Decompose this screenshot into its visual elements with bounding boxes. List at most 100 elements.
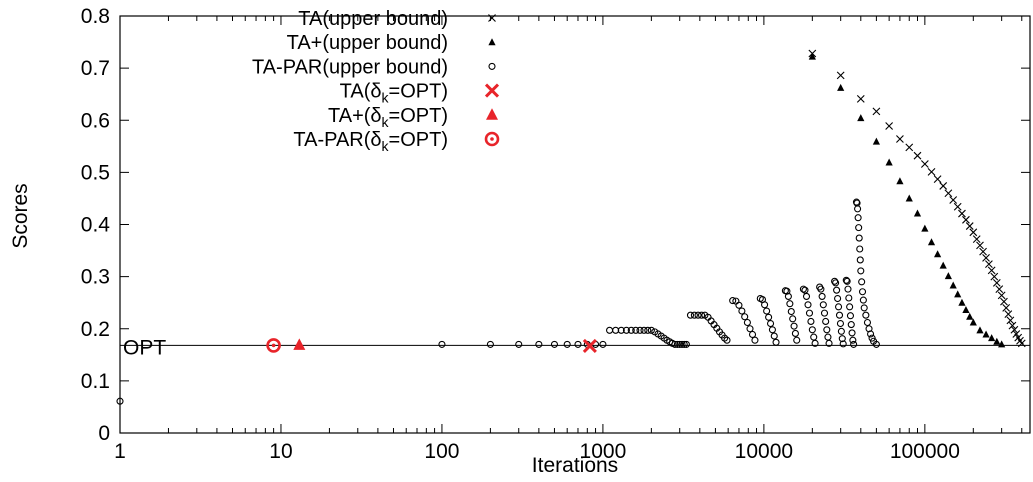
data-point [486, 340, 494, 348]
y-tick-label: 0.2 [81, 318, 110, 341]
data-point [958, 209, 966, 218]
legend-marker [488, 62, 496, 70]
data-point [647, 326, 655, 334]
data-point [993, 337, 1001, 345]
data-point [680, 340, 688, 348]
data-point [905, 143, 914, 152]
data-point [944, 189, 953, 198]
data-point [966, 312, 974, 320]
data-point [810, 333, 818, 341]
data-point [765, 313, 773, 321]
y-tick-label: 0.5 [81, 161, 110, 184]
data-point [766, 319, 775, 328]
legend: TA(upper bound)TA+(upper bound)TA-PAR(up… [252, 8, 500, 154]
data-point [855, 224, 863, 232]
data-point [837, 83, 845, 91]
data-point [535, 340, 543, 348]
x-tick-label: 1000 [580, 440, 627, 463]
data-point [599, 340, 607, 348]
data-point [854, 214, 862, 222]
data-point [856, 245, 864, 253]
data-point [920, 160, 929, 168]
data-point [822, 317, 830, 326]
data-point [885, 158, 893, 166]
data-point [799, 285, 807, 293]
data-point [985, 260, 993, 269]
data-point [807, 317, 815, 326]
x-tick-label: 10000 [735, 440, 793, 463]
data-point [644, 326, 652, 334]
data-point [116, 397, 124, 405]
data-point [819, 301, 827, 309]
data-point [738, 307, 746, 315]
data-point [1012, 330, 1021, 338]
data-point [949, 196, 958, 204]
axis-ticks: 0 0.1 0.2 0.3 0.4 0.5 0.6 0.7 0.8 1 10 100 1000 10000… [81, 5, 1030, 463]
data-point [772, 338, 780, 346]
data-point [976, 241, 984, 250]
data-point [823, 326, 831, 334]
x-tick-label: 10 [269, 440, 292, 463]
legend-marker [484, 131, 500, 147]
data-point [972, 235, 981, 243]
data-point [673, 340, 681, 348]
data-point [850, 340, 858, 348]
data-point [266, 338, 281, 353]
legend-marker [488, 38, 496, 46]
data-point [939, 182, 948, 190]
data-point [846, 303, 854, 311]
data-point [913, 209, 922, 217]
data-point [770, 332, 778, 340]
data-point [939, 261, 947, 269]
legend-label: TA+(upper bound) [287, 32, 448, 54]
data-point [836, 71, 845, 80]
data-point [872, 137, 880, 145]
series-0 [808, 49, 1026, 348]
data-point [997, 291, 1006, 300]
data-point [844, 285, 852, 293]
data-point [824, 333, 832, 341]
series-4 [293, 338, 306, 350]
data-point [789, 315, 797, 323]
data-point [933, 250, 942, 258]
data-point [1002, 304, 1011, 312]
data-point [804, 301, 812, 309]
data-point [863, 318, 872, 327]
data-point [856, 94, 865, 103]
data-point [835, 311, 844, 319]
data-point [913, 151, 922, 160]
data-point [698, 311, 706, 319]
data-point [820, 309, 829, 317]
data-point [550, 340, 559, 348]
data-point [606, 326, 614, 334]
data-point [854, 205, 862, 213]
data-point [438, 340, 446, 348]
x-tick-label: 1 [114, 440, 126, 463]
data-point [982, 330, 990, 338]
data-point [1017, 339, 1026, 348]
y-axis-label: Scores [9, 183, 32, 248]
legend-marker [486, 108, 498, 120]
data-point [682, 340, 690, 348]
data-point [958, 298, 966, 306]
data-point [969, 318, 977, 326]
data-point [860, 304, 868, 312]
data-point [787, 307, 795, 316]
data-point [953, 202, 962, 211]
data-point [998, 340, 1006, 348]
data-point [748, 330, 757, 339]
data-point [834, 294, 842, 303]
data-point [808, 326, 816, 334]
data-point [627, 326, 635, 334]
legend-label: TA+(δk=OPT) [328, 105, 448, 130]
series-2 [116, 198, 880, 405]
data-point [921, 224, 929, 232]
data-point [802, 292, 811, 300]
data-point [842, 276, 850, 284]
data-point [990, 272, 999, 281]
data-point [786, 300, 794, 308]
data-point [617, 326, 625, 334]
data-point [992, 278, 1001, 287]
data-point [896, 135, 904, 143]
data-point [1006, 316, 1015, 325]
